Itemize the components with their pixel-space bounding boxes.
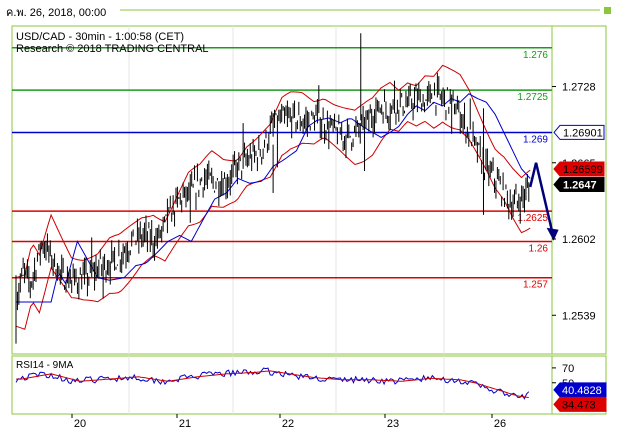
level-label-1.26: 1.26 <box>529 243 549 254</box>
rsi-tag-label: 34.473 <box>562 399 596 411</box>
price-tag-label: 1.26901 <box>563 127 603 139</box>
y-tick-label: 1.2728 <box>562 82 596 94</box>
chart-title: USD/CAD - 30min - 1:00:58 (CET) <box>16 31 184 43</box>
price-tag-bg <box>553 124 605 140</box>
rsi-tag-bg <box>553 396 607 412</box>
x-tick-label: 20 <box>74 418 86 430</box>
x-tick-label: 23 <box>387 418 399 430</box>
level-label-1.2725: 1.2725 <box>517 92 548 103</box>
x-tick-label: 26 <box>494 418 506 430</box>
rsi-title: RSI14 - 9MA <box>16 360 74 371</box>
rsi-tag-label: 40.4828 <box>562 385 602 397</box>
level-lines: 1.276 1.2725 1.269 1.2625 1.26 1.257 <box>12 47 552 291</box>
price-bars <box>15 33 530 344</box>
price-axis-frame <box>551 25 607 355</box>
level-label-1.269: 1.269 <box>523 135 548 146</box>
level-label-1.276: 1.276 <box>523 50 548 61</box>
rsi-tag-bg <box>553 382 607 398</box>
date-label: ค.พ. 26, 2018, 00:00 <box>6 7 106 19</box>
rsi-indicator <box>15 367 530 400</box>
forecast-path <box>529 162 555 239</box>
forecast-arrow <box>529 162 559 241</box>
price-tags: 1.26901 1.26599 1.2647 40.4828 34.473 <box>553 124 607 412</box>
grid <box>128 26 445 414</box>
x-tick-label: 21 <box>179 418 191 430</box>
y-tick-label: 1.2602 <box>562 234 596 246</box>
x-tick-label: 22 <box>282 418 294 430</box>
rsi-ma-line <box>16 370 529 398</box>
price-tag-label: 1.2647 <box>563 180 597 192</box>
forecast-arrowhead <box>546 227 559 241</box>
corner-marker <box>604 7 611 14</box>
price-tag-bg <box>553 177 605 193</box>
chart-subtitle: Research © 2018 TRADING CENTRAL <box>16 43 209 55</box>
level-label-1.257: 1.257 <box>523 280 548 291</box>
price-tag-bg <box>553 161 605 177</box>
y-tick-label: 1.2539 <box>562 310 596 322</box>
rsi-y-tick-label: 70 <box>562 363 574 375</box>
level-label-1.2625: 1.2625 <box>517 213 548 224</box>
rsi-line <box>15 367 530 400</box>
price-tag-label: 1.26599 <box>563 164 603 176</box>
